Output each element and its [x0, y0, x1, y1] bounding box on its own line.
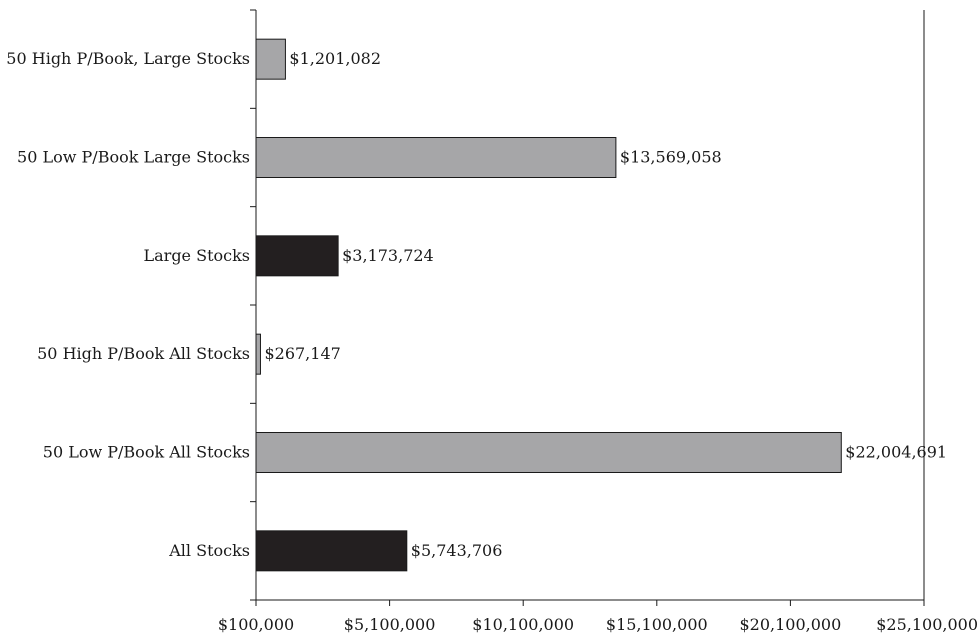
- data-label: $1,201,082: [289, 49, 381, 68]
- x-tick-label: $10,100,000: [472, 615, 574, 634]
- category-label: All Stocks: [168, 541, 250, 560]
- category-label: 50 Low P/Book All Stocks: [43, 443, 250, 462]
- x-tick-label: $20,100,000: [740, 615, 842, 634]
- data-label: $3,173,724: [342, 246, 434, 265]
- x-tick-label: $15,100,000: [606, 615, 708, 634]
- data-label: $5,743,706: [411, 541, 503, 560]
- category-label: 50 Low P/Book Large Stocks: [17, 148, 250, 167]
- category-label: 50 High P/Book, Large Stocks: [6, 49, 250, 68]
- category-label: 50 High P/Book All Stocks: [37, 344, 250, 363]
- x-tick-label: $100,000: [218, 615, 294, 634]
- bar: [255, 38, 286, 80]
- category-label: Large Stocks: [144, 246, 251, 265]
- data-label: $22,004,691: [845, 443, 947, 462]
- data-label: $267,147: [264, 344, 340, 363]
- bar: [255, 137, 617, 178]
- bar: [255, 235, 339, 277]
- data-label: $13,569,058: [620, 148, 722, 167]
- bar: [255, 432, 842, 473]
- chart-marks: $1,201,082 50 High P/Book, Large Stocks $1…: [6, 9, 978, 634]
- bar: [255, 333, 261, 375]
- x-tick-label: $5,100,000: [344, 615, 436, 634]
- x-tick-label: $25,100,000: [876, 615, 978, 634]
- bar: [255, 530, 408, 572]
